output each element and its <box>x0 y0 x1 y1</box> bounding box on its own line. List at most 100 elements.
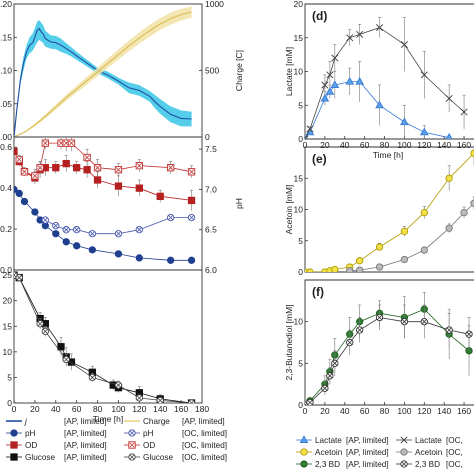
panel-right-d: 0 5 10 15 20 0 20 40 60 80 100 120 140 160 Time [h] Lac… <box>284 0 474 160</box>
series-lactate <box>305 17 468 139</box>
x-tick-label: 120 <box>417 140 431 150</box>
x-tick-label: 20 <box>30 404 40 414</box>
legend-condition: [OC, <box>446 436 463 445</box>
data-point <box>57 343 65 351</box>
legend-marker <box>300 448 308 456</box>
data-point <box>400 227 409 236</box>
x-tick-label: 0 <box>303 406 308 416</box>
y-tick-label: 10 <box>3 347 13 357</box>
y-tick-label: 10 <box>294 317 304 327</box>
data-point <box>356 30 364 38</box>
data-point <box>167 256 175 264</box>
data-point <box>420 246 428 254</box>
data-point <box>135 184 143 192</box>
data-point <box>331 265 339 272</box>
y2-axis-label: pH <box>234 198 244 209</box>
legend-entry: pH [OC, limited] <box>124 429 227 438</box>
series-glucose <box>14 271 196 403</box>
y-tick-label: 5 <box>298 358 303 368</box>
legend-marker <box>400 460 408 468</box>
data-point <box>321 81 329 89</box>
x-tick-label: 60 <box>72 404 82 414</box>
legend-label: Lactate <box>415 436 442 445</box>
error-band <box>14 20 192 137</box>
x-tick-label: 100 <box>397 406 411 416</box>
y2-tick-label: 500 <box>205 66 219 76</box>
data-point <box>445 94 453 103</box>
data-point <box>167 164 175 172</box>
y-tick-label: 0.0 <box>0 265 12 275</box>
x-tick-label: 20 <box>320 406 330 416</box>
legend-entry: Glucose [AP, limited] <box>6 453 107 462</box>
y-tick-label: 0.6 <box>0 142 12 152</box>
y2-tick-label: 7.0 <box>205 184 217 194</box>
data-point <box>375 313 384 322</box>
series-ph <box>41 213 196 238</box>
y-tick-label: 5 <box>7 372 12 382</box>
series-ph <box>14 185 196 264</box>
x-axis-label: Time [h] <box>373 150 403 160</box>
x-tick-label: 160 <box>457 140 471 150</box>
data-point <box>346 267 354 272</box>
series-line <box>305 81 450 139</box>
series-line <box>349 203 474 272</box>
data-point <box>187 196 196 205</box>
series-line <box>14 274 192 403</box>
series-charge <box>14 6 192 137</box>
x-axis-label: Time [h] <box>93 414 123 424</box>
series-j <box>14 20 192 137</box>
legend-marker <box>299 435 309 444</box>
legend-condition: [AP, limited] <box>64 453 107 462</box>
data-point <box>67 139 76 147</box>
data-point <box>187 399 196 403</box>
data-point <box>445 132 453 139</box>
data-point <box>83 153 91 162</box>
legend-label: Acetoin <box>315 448 343 457</box>
data-point <box>345 76 355 85</box>
legend-entry: OD [AP, limited] <box>6 441 107 450</box>
y-tick-label: 20 <box>3 296 13 306</box>
y-tick-label: .05 <box>0 99 12 109</box>
data-point <box>73 242 81 250</box>
legend-condition: [AP, limited] <box>64 429 107 438</box>
legend-marker <box>10 453 18 461</box>
panel-left-top: 0.00 .05 .10 .15 .20 0 500 1000 Charge [C] <box>0 0 244 142</box>
panel-left-mid: 0.0 0.2 0.4 0.6 6.0 6.5 7.0 7.5 pH <box>0 136 244 275</box>
legend-condition: [AP, limited] <box>346 448 389 457</box>
data-point <box>135 394 143 402</box>
panel-left-bottom: 0 5 10 15 20 25 0 20 40 60 80 100 120 140 160 180 Time [… <box>3 269 209 424</box>
x-tick-label: 180 <box>195 404 209 414</box>
data-point <box>306 398 314 405</box>
data-point <box>93 164 102 172</box>
data-point <box>375 100 384 109</box>
data-point <box>20 168 29 176</box>
data-point <box>52 222 60 230</box>
legend-condition: [AP, limited] <box>182 417 225 426</box>
plot-area <box>305 292 473 405</box>
data-point <box>356 266 364 272</box>
y-tick-label: 15 <box>294 33 304 43</box>
series-line <box>14 27 192 137</box>
y-tick-label: 25 <box>3 270 13 280</box>
x-tick-label: 120 <box>417 406 431 416</box>
data-point <box>114 182 123 190</box>
data-point <box>346 34 354 42</box>
x-tick-label: 80 <box>93 404 103 414</box>
data-point <box>445 174 453 182</box>
data-point <box>15 155 23 164</box>
series-acetoin <box>305 147 474 272</box>
y2-tick-label: 6.0 <box>205 265 217 275</box>
data-point <box>187 168 196 176</box>
data-point <box>88 246 96 254</box>
y-tick-label: 0 <box>298 267 303 277</box>
data-point <box>88 373 96 382</box>
legend-marker <box>400 448 408 456</box>
data-point <box>52 164 60 172</box>
series-acetoin <box>346 196 474 272</box>
plot-area <box>305 147 474 272</box>
legend-label: OD <box>143 441 155 450</box>
legend-entry: Acetoin [OC, <box>396 448 463 457</box>
series-lactate <box>305 61 453 139</box>
